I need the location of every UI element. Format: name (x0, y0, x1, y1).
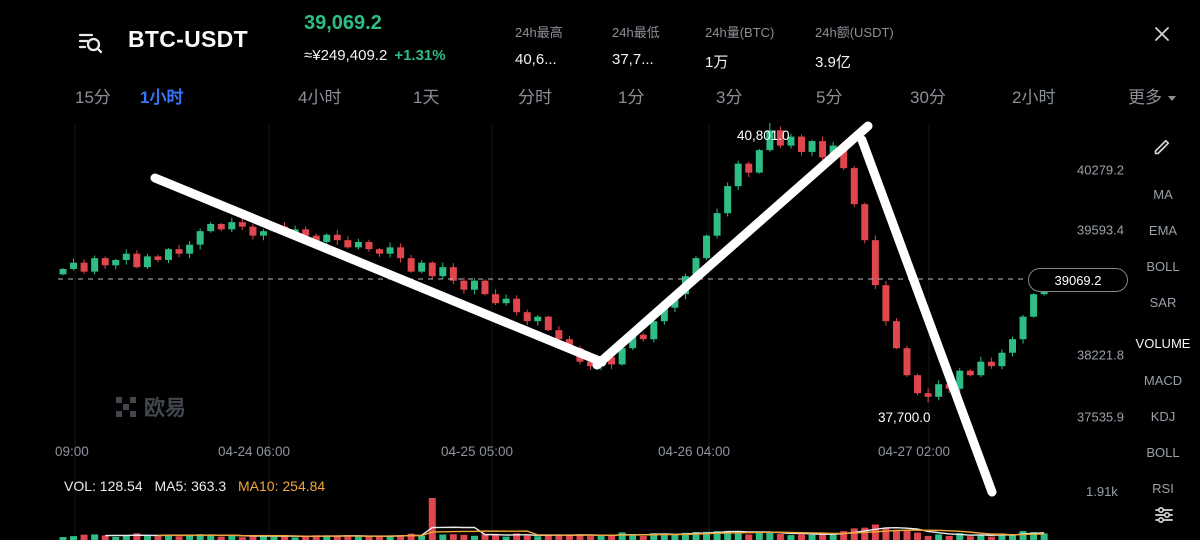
indicator-volume[interactable]: VOLUME (1135, 336, 1191, 351)
time-axis-label: 04-25 05:00 (441, 444, 514, 459)
okx-logo-icon (116, 397, 136, 417)
stat-value: 37,7... (612, 51, 654, 68)
time-axis-label: 04-24 06:00 (218, 444, 291, 459)
tab-5min[interactable]: 5分 (816, 88, 843, 107)
tab-more-label: 更多 (1128, 88, 1162, 107)
watermark-text: 欧易 (144, 397, 186, 420)
stat-24h-volume-btc: 24h量(BTC) 1万 (705, 22, 801, 72)
timeframe-tabbar: 15分 1小时 4小时 1天 分时 1分 3分 5分 30分 2小时 更多 (0, 80, 1200, 116)
stat-24h-low: 24h最低 37,7... (612, 22, 708, 68)
stat-value: 1万 (705, 54, 729, 71)
indicator-sar[interactable]: SAR (1149, 295, 1177, 310)
tab-1day[interactable]: 1天 (413, 88, 440, 107)
pair-title: BTC-USDT (128, 26, 248, 52)
stat-value: 40,6... (515, 51, 557, 68)
indicator-macd[interactable]: MACD (1143, 373, 1183, 388)
change-percent: +1.31% (394, 47, 446, 64)
exchange-watermark: 欧易 (115, 392, 186, 422)
price-axis-label: 40279.2 (1077, 162, 1124, 178)
search-icon[interactable] (76, 28, 104, 61)
current-price-badge: 39069.2 (1028, 268, 1128, 292)
price-axis-label: 39593.4 (1077, 222, 1124, 238)
stat-label: 24h最高 (515, 25, 563, 40)
indicator-rsi[interactable]: RSI (1152, 481, 1174, 496)
volume-scale-label: 1.91k (1086, 484, 1118, 499)
close-icon[interactable] (1152, 24, 1172, 49)
stat-label: 24h量(BTC) (705, 25, 775, 40)
vol-value: VOL: 128.54 (64, 478, 143, 494)
time-axis-label: 04-26 04:00 (658, 444, 731, 459)
fiat-price-row: ≈¥249,409.2 +1.31% (304, 47, 446, 64)
time-axis-label: 09:00 (55, 444, 89, 459)
indicator-kdj[interactable]: KDJ (1150, 409, 1176, 424)
draw-pencil-icon[interactable] (1151, 136, 1173, 163)
chevron-down-icon (1168, 95, 1176, 101)
price-axis-label: 37535.9 (1077, 409, 1124, 425)
vol-ma5-value: MA5: 363.3 (154, 478, 227, 494)
vol-ma10-value: MA10: 254.84 (238, 478, 326, 494)
indicator-ema[interactable]: EMA (1148, 223, 1178, 238)
tab-15min[interactable]: 15分 (75, 88, 111, 107)
tab-more[interactable]: 更多 (1128, 80, 1176, 116)
time-axis-label: 04-27 02:00 (878, 444, 951, 459)
trough-price-label: 37,700.0 (878, 410, 931, 425)
stat-24h-turnover-usdt: 24h额(USDT) 3.9亿 (815, 22, 911, 72)
volume-indicator-header: VOL: 128.54 MA5: 363.3 MA10: 254.84 (64, 478, 325, 494)
stat-value: 3.9亿 (815, 54, 851, 71)
stat-24h-high: 24h最高 40,6... (515, 22, 611, 68)
tab-2hour[interactable]: 2小时 (1012, 88, 1056, 107)
stat-label: 24h最低 (612, 25, 660, 40)
indicator-settings-icon[interactable] (1152, 503, 1176, 532)
tab-time-share[interactable]: 分时 (518, 88, 552, 107)
last-price: 39,069.2 (304, 12, 382, 34)
indicator-boll-2[interactable]: BOLL (1146, 445, 1180, 460)
indicator-ma[interactable]: MA (1153, 187, 1173, 202)
fiat-price: ≈¥249,409.2 (304, 47, 388, 64)
stat-label: 24h额(USDT) (815, 25, 894, 40)
indicator-boll[interactable]: BOLL (1146, 259, 1180, 274)
price-axis-label: 38221.8 (1077, 347, 1124, 363)
tab-30min[interactable]: 30分 (910, 88, 946, 107)
tab-3min[interactable]: 3分 (716, 88, 743, 107)
peak-price-label: 40,801.0 (737, 128, 790, 143)
tab-1min[interactable]: 1分 (618, 88, 645, 107)
tab-4hour[interactable]: 4小时 (298, 88, 342, 107)
tab-1hour[interactable]: 1小时 (140, 88, 184, 107)
